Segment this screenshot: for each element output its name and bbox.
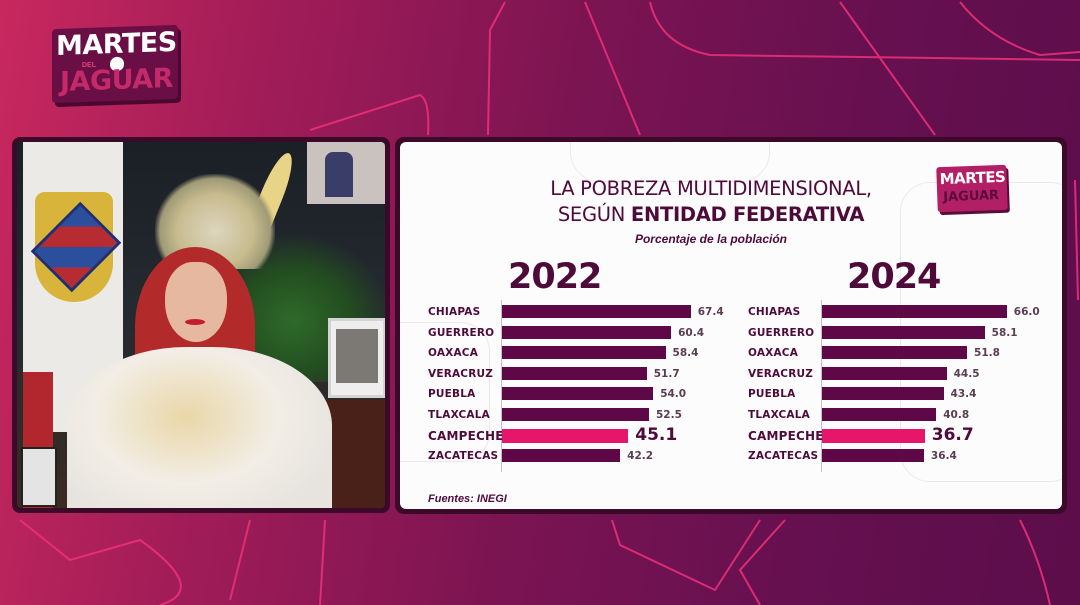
watermark-line: [400, 322, 490, 462]
category-label: VERACRUZ: [428, 367, 494, 380]
chart-subtitle: Porcentaje de la población: [634, 232, 788, 246]
value-label: 54.0: [660, 388, 687, 401]
value-label: 67.4: [697, 306, 724, 318]
value-label: 36.7: [931, 424, 974, 445]
category-label: CAMPECHE: [748, 428, 824, 443]
chart-panel: LA POBREZA MULTIDIMENSIONAL, SEGÚN ENTID…: [395, 137, 1067, 514]
category-label: CHIAPAS: [428, 306, 481, 318]
bar: [822, 408, 937, 421]
title-bold: ENTIDAD FEDERATIVA: [630, 203, 865, 226]
mini-logo-text: MARTES: [939, 167, 1006, 189]
bar: [822, 325, 985, 339]
title-regular: SEGÚN: [557, 203, 631, 226]
category-label: CAMPECHE: [428, 428, 504, 443]
wall-photo: [307, 142, 385, 204]
value-label: 45.1: [635, 424, 678, 445]
bar: [502, 366, 647, 380]
category-label: TLAXCALA: [748, 409, 810, 421]
bar: [822, 449, 924, 463]
value-label: 66.0: [1013, 306, 1040, 318]
value-label: 43.4: [950, 388, 977, 401]
chart-title-line1: LA POBREZA MULTIDIMENSIONAL,: [550, 177, 872, 200]
category-label: PUEBLA: [428, 388, 476, 401]
bar: [822, 387, 944, 401]
speaker-lace-garment: [67, 347, 332, 508]
category-label: GUERRERO: [428, 326, 495, 339]
category-label: PUEBLA: [748, 388, 796, 401]
category-label: OAXACA: [428, 347, 479, 360]
axis-2022: [501, 300, 502, 472]
video-feed: [17, 142, 385, 508]
mini-show-logo: MARTES JAGUAR: [936, 164, 1008, 213]
value-label: 44.5: [953, 367, 980, 380]
chart-card: LA POBREZA MULTIDIMENSIONAL, SEGÚN ENTID…: [400, 142, 1062, 509]
value-label: 58.1: [991, 326, 1018, 339]
year-2024-heading: 2024: [847, 257, 941, 297]
mini-logo-text-2: JAGUAR: [943, 188, 1000, 206]
category-label: TLAXCALA: [428, 409, 490, 421]
picture-frame: [328, 318, 385, 398]
value-label: 52.5: [656, 409, 682, 421]
bar: [502, 449, 621, 463]
value-label: 42.2: [627, 450, 654, 463]
category-label: VERACRUZ: [748, 367, 814, 380]
bar: [502, 408, 649, 421]
picture-frame-small: [21, 447, 57, 507]
value-label: 60.4: [678, 326, 705, 339]
axis-2024: [821, 300, 822, 472]
source-note: Fuentes: INEGI: [428, 493, 507, 505]
category-label: ZACATECAS: [748, 450, 819, 463]
value-label: 51.7: [653, 367, 680, 380]
logo-text-jaguar: JAGUAR: [60, 62, 173, 98]
bar: [822, 366, 947, 380]
category-label: OAXACA: [748, 347, 799, 360]
category-label: CHIAPAS: [748, 306, 801, 318]
bar: [502, 346, 666, 360]
speaker-lips: [185, 319, 205, 325]
chart-title-line2: SEGÚN ENTIDAD FEDERATIVA: [400, 203, 1042, 226]
show-logo: MARTES DEL JAGUAR: [52, 24, 178, 104]
speaker-face: [165, 262, 227, 342]
year-2022-heading: 2022: [508, 257, 602, 297]
bar: [822, 305, 1007, 318]
category-label: GUERRERO: [748, 326, 815, 339]
value-label: 36.4: [930, 450, 957, 463]
value-label: 40.8: [943, 409, 970, 421]
bar: [502, 305, 691, 318]
bar: [822, 346, 968, 360]
speaker-video-panel: [12, 137, 390, 513]
bar: [502, 387, 654, 401]
value-label: 58.4: [672, 347, 699, 360]
watermark-line: [570, 142, 770, 182]
bar: [502, 325, 672, 339]
bar-highlight: [822, 428, 925, 443]
category-label: ZACATECAS: [428, 450, 499, 463]
value-label: 51.8: [974, 347, 1000, 360]
bar-highlight: [502, 428, 629, 443]
